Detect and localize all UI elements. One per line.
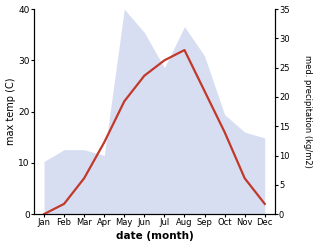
X-axis label: date (month): date (month): [115, 231, 193, 242]
Y-axis label: max temp (C): max temp (C): [5, 78, 16, 145]
Y-axis label: med. precipitation (kg/m2): med. precipitation (kg/m2): [303, 55, 313, 168]
